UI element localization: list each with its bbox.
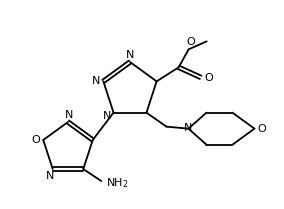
Text: N: N [184, 123, 193, 133]
Text: O: O [31, 135, 40, 145]
Text: N: N [92, 76, 101, 86]
Text: O: O [257, 124, 266, 134]
Text: N: N [65, 110, 73, 120]
Text: NH$_2$: NH$_2$ [106, 176, 129, 190]
Text: O: O [186, 37, 195, 47]
Text: O: O [204, 73, 213, 83]
Text: N: N [126, 50, 134, 60]
Text: N: N [45, 171, 54, 181]
Text: N: N [103, 111, 112, 121]
